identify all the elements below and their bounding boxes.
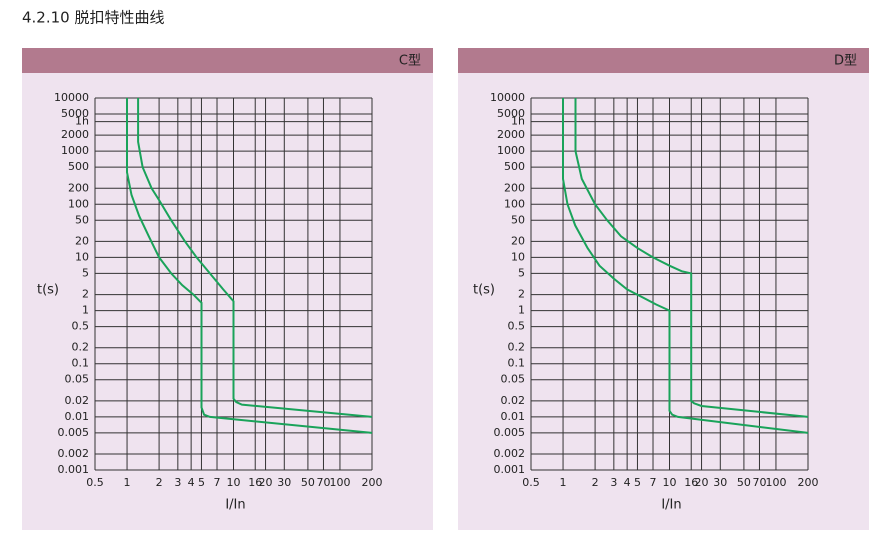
panel bbox=[22, 48, 433, 530]
y-tick-label: 0.01 bbox=[65, 410, 90, 423]
x-tick-label: 2 bbox=[592, 476, 599, 489]
curve bbox=[562, 98, 809, 434]
x-tick-label: 4 bbox=[624, 476, 631, 489]
y-tick-label: 20 bbox=[75, 234, 89, 247]
x-tick-label: 2 bbox=[156, 476, 163, 489]
y-tick-label: 0.001 bbox=[58, 463, 90, 476]
y-tick-label: 0.05 bbox=[65, 373, 90, 386]
y-tick-label: 20 bbox=[511, 234, 525, 247]
x-tick-label: 30 bbox=[277, 476, 291, 489]
y-tick-label: 0.005 bbox=[58, 426, 90, 439]
y-tick-label: 0.5 bbox=[508, 320, 526, 333]
x-tick-label: 3 bbox=[610, 476, 617, 489]
y-tick-label: 10000 bbox=[490, 91, 525, 104]
x-tick-label: 1 bbox=[124, 476, 131, 489]
x-tick-label: 10 bbox=[227, 476, 241, 489]
y-tick-label: 0.1 bbox=[508, 357, 526, 370]
y-tick-label: 0.005 bbox=[494, 426, 526, 439]
y-tick-label: 200 bbox=[68, 181, 89, 194]
x-tick-label: 70 bbox=[316, 476, 330, 489]
y-tick-label: 500 bbox=[504, 160, 525, 173]
y-tick-label: 100 bbox=[68, 197, 89, 210]
x-tick-label: 1 bbox=[560, 476, 567, 489]
y-tick-label: 1 bbox=[82, 304, 89, 317]
x-tick-label: 0.5 bbox=[86, 476, 104, 489]
panel-header bbox=[458, 48, 869, 73]
x-tick-label: 5 bbox=[198, 476, 205, 489]
y-tick-label: 2 bbox=[518, 288, 525, 301]
x-tick-label: 0.5 bbox=[522, 476, 540, 489]
x-tick-label: 3 bbox=[174, 476, 181, 489]
y-tick-label: 0.5 bbox=[72, 320, 90, 333]
x-tick-label: 16 bbox=[684, 476, 698, 489]
y-tick-label: 10 bbox=[75, 250, 89, 263]
panel bbox=[458, 48, 869, 530]
y-tick-label: 5 bbox=[518, 266, 525, 279]
y-tick-label: 10000 bbox=[54, 91, 89, 104]
x-tick-label: 20 bbox=[259, 476, 273, 489]
y-tick-label: 0.02 bbox=[65, 394, 90, 407]
panel-title: C型 bbox=[399, 54, 421, 69]
y-tick-label: 1000 bbox=[497, 144, 525, 157]
y-tick-label: 50 bbox=[511, 213, 525, 226]
y-tick-label: 1h bbox=[511, 115, 525, 128]
page-title: 4.2.10 脱扣特性曲线 bbox=[22, 9, 164, 27]
y-axis-label: t(s) bbox=[37, 283, 59, 298]
x-tick-label: 200 bbox=[362, 476, 383, 489]
y-tick-label: 100 bbox=[504, 197, 525, 210]
x-tick-label: 10 bbox=[663, 476, 677, 489]
x-tick-label: 7 bbox=[214, 476, 221, 489]
y-tick-label: 1 bbox=[518, 304, 525, 317]
curve bbox=[137, 98, 373, 418]
y-tick-label: 0.001 bbox=[494, 463, 526, 476]
y-tick-label: 0.002 bbox=[58, 447, 90, 460]
y-tick-label: 2 bbox=[82, 288, 89, 301]
y-axis-label: t(s) bbox=[473, 283, 495, 298]
x-axis-label: I/In bbox=[225, 498, 245, 513]
x-tick-label: 16 bbox=[248, 476, 262, 489]
y-tick-label: 2000 bbox=[61, 128, 89, 141]
x-tick-label: 50 bbox=[737, 476, 751, 489]
y-tick-label: 0.002 bbox=[494, 447, 526, 460]
x-tick-label: 50 bbox=[301, 476, 315, 489]
x-tick-label: 20 bbox=[695, 476, 709, 489]
y-tick-label: 200 bbox=[504, 181, 525, 194]
x-axis-label: I/In bbox=[661, 498, 681, 513]
y-tick-label: 0.02 bbox=[501, 394, 526, 407]
x-tick-label: 200 bbox=[798, 476, 819, 489]
x-tick-label: 4 bbox=[188, 476, 195, 489]
y-tick-label: 2000 bbox=[497, 128, 525, 141]
y-tick-label: 10 bbox=[511, 250, 525, 263]
y-tick-label: 1h bbox=[75, 115, 89, 128]
x-tick-label: 5 bbox=[634, 476, 641, 489]
y-tick-label: 0.2 bbox=[508, 341, 526, 354]
y-tick-label: 5000 bbox=[497, 107, 525, 120]
y-tick-label: 0.2 bbox=[72, 341, 90, 354]
x-tick-label: 7 bbox=[650, 476, 657, 489]
curve bbox=[574, 98, 809, 418]
x-tick-label: 100 bbox=[765, 476, 786, 489]
y-tick-label: 0.1 bbox=[72, 357, 90, 370]
y-tick-label: 500 bbox=[68, 160, 89, 173]
x-tick-label: 70 bbox=[752, 476, 766, 489]
y-tick-label: 1000 bbox=[61, 144, 89, 157]
y-tick-label: 5000 bbox=[61, 107, 89, 120]
y-tick-label: 50 bbox=[75, 213, 89, 226]
panel-header bbox=[22, 48, 433, 73]
x-tick-label: 100 bbox=[329, 476, 350, 489]
y-tick-label: 0.05 bbox=[501, 373, 526, 386]
x-tick-label: 30 bbox=[713, 476, 727, 489]
y-tick-label: 0.01 bbox=[501, 410, 526, 423]
curve bbox=[126, 98, 373, 434]
y-tick-label: 5 bbox=[82, 266, 89, 279]
panel-title: D型 bbox=[834, 54, 857, 69]
